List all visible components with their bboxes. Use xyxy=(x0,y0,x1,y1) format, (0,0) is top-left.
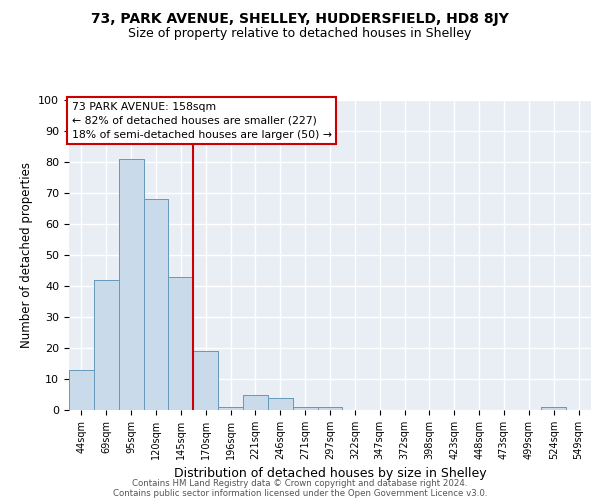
Text: Contains public sector information licensed under the Open Government Licence v3: Contains public sector information licen… xyxy=(113,488,487,498)
Bar xyxy=(541,407,566,410)
Text: Contains HM Land Registry data © Crown copyright and database right 2024.: Contains HM Land Registry data © Crown c… xyxy=(132,478,468,488)
Bar xyxy=(119,159,143,410)
Y-axis label: Number of detached properties: Number of detached properties xyxy=(20,162,33,348)
Text: 73 PARK AVENUE: 158sqm
← 82% of detached houses are smaller (227)
18% of semi-de: 73 PARK AVENUE: 158sqm ← 82% of detached… xyxy=(71,102,332,140)
X-axis label: Distribution of detached houses by size in Shelley: Distribution of detached houses by size … xyxy=(173,468,487,480)
Bar xyxy=(69,370,94,410)
Bar xyxy=(94,280,119,410)
Bar xyxy=(293,407,317,410)
Bar xyxy=(143,199,169,410)
Bar xyxy=(169,276,193,410)
Bar xyxy=(317,407,343,410)
Bar xyxy=(317,407,343,410)
Bar xyxy=(218,407,243,410)
Bar xyxy=(193,351,218,410)
Bar xyxy=(169,276,193,410)
Bar xyxy=(218,407,243,410)
Bar xyxy=(69,370,94,410)
Bar xyxy=(541,407,566,410)
Bar xyxy=(119,159,143,410)
Bar xyxy=(268,398,293,410)
Bar xyxy=(94,280,119,410)
Bar xyxy=(143,199,169,410)
Bar xyxy=(193,351,218,410)
Bar xyxy=(243,394,268,410)
Bar xyxy=(243,394,268,410)
Bar xyxy=(293,407,317,410)
Text: 73, PARK AVENUE, SHELLEY, HUDDERSFIELD, HD8 8JY: 73, PARK AVENUE, SHELLEY, HUDDERSFIELD, … xyxy=(91,12,509,26)
Text: Size of property relative to detached houses in Shelley: Size of property relative to detached ho… xyxy=(128,28,472,40)
Bar xyxy=(268,398,293,410)
